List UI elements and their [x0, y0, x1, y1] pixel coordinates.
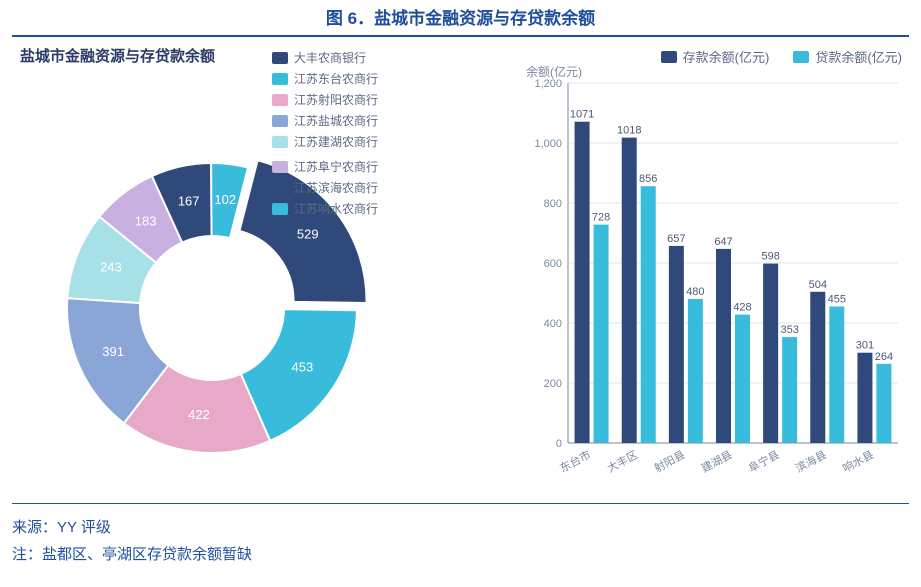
bar-value: 598 — [761, 251, 779, 263]
bar-value: 728 — [592, 212, 610, 224]
bar-deposit — [622, 138, 637, 443]
ytick-label: 400 — [544, 318, 562, 330]
legend-swatch — [272, 52, 288, 64]
category-label: 响水县 — [841, 448, 876, 475]
donut-legend-item: 江苏滨海农商行 — [272, 179, 378, 196]
legend-label: 大丰农商银行 — [294, 49, 366, 66]
category-label: 建湖县 — [699, 447, 735, 475]
ytick-label: 200 — [544, 378, 562, 390]
bar-value: 1018 — [617, 125, 641, 137]
ytick-label: 600 — [544, 258, 562, 270]
bottom-rule — [12, 503, 909, 504]
donut-legend-item: 江苏东台农商行 — [272, 70, 378, 87]
legend-swatch — [272, 115, 288, 127]
legend-label: 江苏东台农商行 — [294, 70, 378, 87]
donut-value: 391 — [102, 344, 124, 359]
bar-deposit — [857, 353, 872, 443]
category-label: 滨海县 — [793, 447, 829, 475]
legend-label: 江苏射阳农商行 — [294, 91, 378, 108]
bar-value: 428 — [733, 302, 751, 314]
bar-deposit — [810, 292, 825, 443]
legend-swatch — [272, 182, 288, 194]
category-label: 东台市 — [557, 447, 593, 475]
bar-yaxis-label: 余额(亿元) — [526, 63, 582, 80]
category-label: 大丰区 — [604, 447, 640, 475]
ytick-label: 1,000 — [534, 138, 562, 150]
bar-value: 504 — [809, 279, 827, 291]
donut-legend-item: 大丰农商银行 — [272, 49, 378, 66]
legend-swatch — [272, 203, 288, 215]
bar-value: 657 — [667, 233, 685, 245]
donut-legend-item: 江苏建湖农商行 — [272, 133, 378, 150]
bar-legend: 存款余额(亿元) 贷款余额(亿元) — [661, 43, 902, 70]
donut-value: 183 — [135, 214, 157, 229]
ytick-label: 0 — [556, 438, 562, 450]
legend-swatch — [793, 51, 809, 63]
donut-value: 102 — [214, 192, 236, 207]
bar-value: 264 — [875, 351, 893, 363]
legend-swatch — [272, 161, 288, 173]
bar-legend-item: 存款余额(亿元) — [661, 47, 770, 66]
bar-loan — [641, 186, 656, 443]
bar-value: 455 — [828, 294, 846, 306]
legend-label: 存款余额(亿元) — [683, 47, 770, 66]
legend-label: 江苏阜宁农商行 — [294, 158, 378, 175]
bar-loan — [876, 364, 891, 443]
bar-loan — [594, 225, 609, 443]
bar-chart: 02004006008001,0001,2001071728东台市1018856… — [522, 43, 921, 503]
legend-label: 贷款余额(亿元) — [815, 47, 902, 66]
legend-label: 江苏滨海农商行 — [294, 179, 378, 196]
donut-legend: 大丰农商银行江苏东台农商行江苏射阳农商行江苏盐城农商行江苏建湖农商行江苏阜宁农商… — [272, 45, 522, 221]
donut-legend-item: 江苏射阳农商行 — [272, 91, 378, 108]
bar-value: 301 — [856, 340, 874, 352]
donut-legend-item: 江苏阜宁农商行 — [272, 158, 378, 175]
bar-panel: 存款余额(亿元) 贷款余额(亿元) 余额(亿元) 0 200 400 600 800 1,0… — [522, 43, 921, 503]
legend-swatch — [272, 73, 288, 85]
figure-title: 图 6．盐城市金融资源与存贷款余额 — [12, 0, 909, 35]
donut-value: 243 — [100, 260, 122, 275]
charts-row: 盐城市金融资源与存贷款余额 大丰农商银行江苏东台农商行江苏射阳农商行江苏盐城农商… — [12, 43, 909, 503]
bar-value: 353 — [780, 324, 798, 336]
category-label: 射阳县 — [652, 447, 688, 475]
note-line: 注：盐都区、亭湖区存贷款余额暂缺 — [12, 541, 909, 568]
donut-legend-item: 江苏响水农商行 — [272, 200, 378, 217]
legend-swatch — [661, 51, 677, 63]
bar-legend-item: 贷款余额(亿元) — [793, 47, 902, 66]
legend-label: 江苏盐城农商行 — [294, 112, 378, 129]
donut-value: 453 — [291, 360, 313, 375]
ytick-label: 800 — [544, 198, 562, 210]
donut-value: 422 — [188, 407, 210, 422]
legend-label: 江苏响水农商行 — [294, 200, 378, 217]
bar-value: 480 — [686, 286, 704, 298]
top-rule — [12, 35, 909, 37]
bar-value: 1071 — [570, 109, 594, 121]
legend-swatch — [272, 136, 288, 148]
bar-loan — [688, 299, 703, 443]
donut-value: 529 — [297, 226, 319, 241]
bar-deposit — [669, 246, 684, 443]
bar-value: 647 — [714, 236, 732, 248]
panel-subtitle: 盐城市金融资源与存贷款余额 — [20, 45, 215, 66]
category-label: 阜宁县 — [746, 447, 782, 475]
bar-loan — [829, 307, 844, 444]
bar-value: 856 — [639, 173, 657, 185]
donut-panel: 盐城市金融资源与存贷款余额 大丰农商银行江苏东台农商行江苏射阳农商行江苏盐城农商… — [12, 43, 522, 503]
bar-deposit — [575, 122, 590, 443]
bar-deposit — [763, 264, 778, 443]
bar-deposit — [716, 249, 731, 443]
donut-legend-item: 江苏盐城农商行 — [272, 112, 378, 129]
figure-footer: 来源：YY 评级 注：盐都区、亭湖区存贷款余额暂缺 — [12, 510, 909, 568]
donut-value: 167 — [178, 193, 200, 208]
legend-swatch — [272, 94, 288, 106]
source-line: 来源：YY 评级 — [12, 514, 909, 541]
bar-loan — [735, 315, 750, 443]
bar-loan — [782, 337, 797, 443]
legend-label: 江苏建湖农商行 — [294, 133, 378, 150]
